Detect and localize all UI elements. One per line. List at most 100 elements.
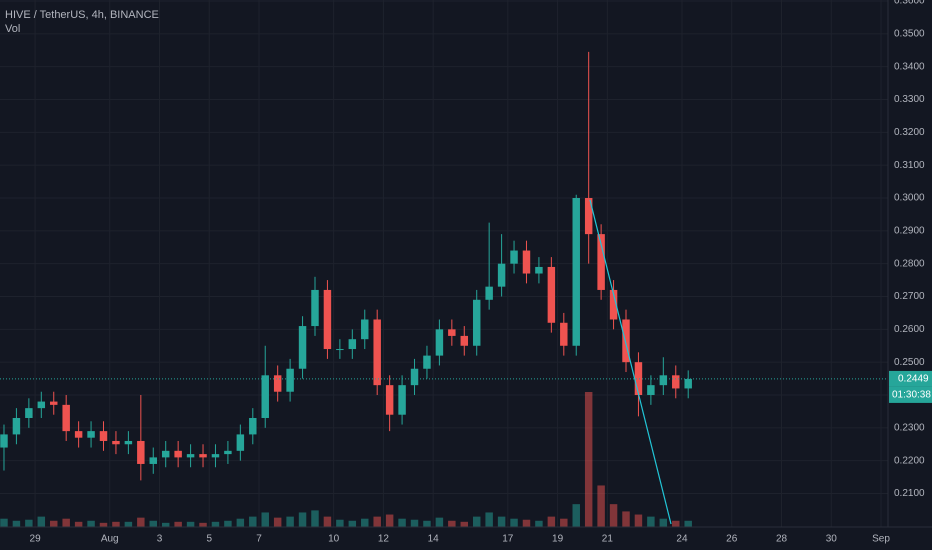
candle-body [348, 339, 357, 350]
candle-body [472, 299, 481, 346]
volume-bar [224, 520, 232, 527]
candle-body [634, 362, 643, 396]
y-tick-label: 0.3500 [894, 28, 925, 39]
candle-body [361, 319, 369, 340]
volume-bar [161, 522, 170, 527]
volume-bar [423, 520, 431, 527]
candle-body [609, 289, 618, 320]
candle-body [298, 326, 307, 369]
volume-bar [273, 517, 282, 527]
volume-bar [186, 521, 195, 527]
x-tick-label: 3 [157, 534, 163, 545]
candle-body [336, 349, 344, 351]
volume-bar [385, 514, 394, 527]
y-tick-label: 0.2200 [894, 455, 925, 466]
candle-body [485, 286, 493, 300]
candle-body [87, 431, 95, 438]
volume-bar [62, 518, 70, 527]
volume-bar [373, 516, 381, 527]
volume-bar [298, 512, 307, 527]
y-tick-label: 0.3300 [894, 94, 925, 105]
volume-bar [74, 521, 83, 527]
volume-bar [485, 512, 493, 527]
candle-body [224, 450, 232, 455]
volume-bar [311, 510, 319, 527]
volume-bar [211, 521, 220, 527]
x-tick-label: 19 [552, 534, 564, 545]
volume-bar [659, 518, 668, 527]
candle-body [74, 431, 83, 438]
candles [0, 51, 692, 481]
candle-body [273, 375, 282, 392]
candle-body [311, 289, 319, 327]
trend-line [589, 199, 672, 525]
candle-body [535, 266, 543, 274]
candle-body [672, 375, 680, 389]
volume-bar [236, 518, 245, 527]
volume-bar [249, 516, 257, 527]
volume-bar [174, 521, 182, 527]
y-tick-label: 0.3100 [894, 160, 925, 171]
y-tick-label: 0.2700 [894, 291, 925, 302]
volume-bar [672, 520, 680, 527]
candle-body [161, 450, 170, 458]
candle-body [560, 322, 568, 346]
volume-bar [572, 504, 580, 527]
candle-body [597, 234, 605, 290]
y-tick-label: 0.2600 [894, 324, 925, 335]
x-tick-label: Sep [872, 534, 890, 545]
volume-bar [112, 521, 120, 527]
candle-body [261, 375, 269, 418]
volume-bar [361, 518, 369, 527]
candle-body [510, 250, 518, 264]
volume-bar [560, 518, 568, 527]
candle-body [547, 266, 556, 323]
candle-body [112, 440, 120, 445]
candle-body [286, 368, 294, 392]
candle-body [12, 417, 21, 435]
candle-body [62, 404, 70, 432]
volume-bar [597, 485, 605, 527]
volume-bar [472, 516, 481, 527]
volume-bar [584, 392, 593, 527]
candle-body [124, 440, 133, 445]
x-tick-label: 21 [602, 534, 614, 545]
y-tick-label: 0.3600 [894, 0, 925, 7]
x-tick-label: 26 [726, 534, 738, 545]
volume-bar [634, 514, 643, 527]
volume-bar [87, 520, 95, 527]
volume-bar [37, 516, 46, 527]
x-tick-label: 30 [826, 534, 838, 545]
volume-bar [535, 520, 543, 527]
y-tick-label: 0.3000 [894, 193, 925, 204]
x-tick-label: 14 [428, 534, 440, 545]
volume-bar [398, 518, 406, 527]
volume-bar [323, 516, 332, 527]
volume-bar [286, 516, 294, 527]
candle-body [199, 454, 207, 458]
x-tick-label: 10 [328, 534, 340, 545]
candle-body [622, 319, 630, 363]
volume-bar [137, 517, 145, 527]
x-tick-label: 29 [30, 534, 42, 545]
candle-body [249, 417, 257, 435]
volume-bar [497, 516, 506, 527]
x-tick-label: Aug [101, 534, 119, 545]
legend-title: HIVE / TetherUS, 4h, BINANCE [5, 9, 159, 21]
x-tick-label: 7 [256, 534, 262, 545]
volume-bar [336, 519, 344, 527]
candle-body [186, 454, 195, 458]
volume-bar [510, 518, 518, 527]
candle-body [236, 434, 245, 451]
y-tick-label: 0.2300 [894, 422, 925, 433]
volume-bar [99, 522, 108, 527]
candle-body [323, 289, 332, 350]
x-tick-label: 17 [502, 534, 514, 545]
x-tick-label: 24 [676, 534, 688, 545]
y-tick-label: 0.2800 [894, 258, 925, 269]
x-tick-label: 12 [378, 534, 390, 545]
candle-body [398, 385, 406, 415]
candle-body [174, 450, 182, 458]
